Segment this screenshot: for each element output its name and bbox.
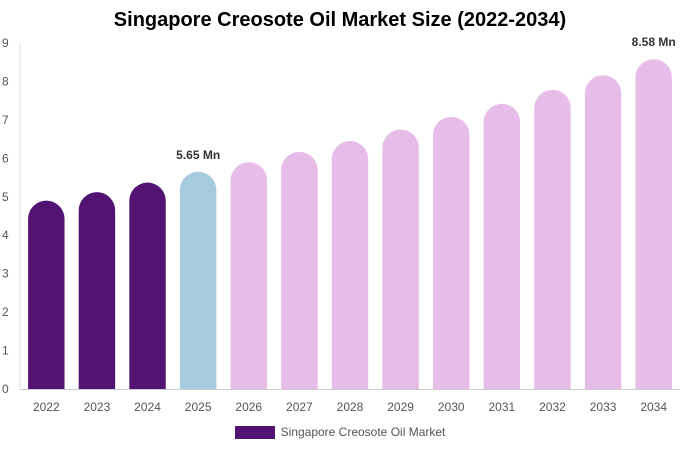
bar-2027[interactable] bbox=[281, 151, 318, 389]
y-tick-label: 5 bbox=[2, 190, 9, 204]
y-tick-label: 8 bbox=[2, 74, 9, 88]
legend: Singapore Creosote Oil Market bbox=[0, 425, 680, 439]
bar-2025[interactable] bbox=[179, 171, 217, 389]
bar-2033[interactable] bbox=[584, 75, 622, 389]
x-tick-label: 2026 bbox=[235, 400, 262, 414]
y-tick-label: 1 bbox=[2, 344, 9, 358]
bar-2024[interactable] bbox=[129, 182, 166, 389]
x-tick-label: 2034 bbox=[640, 400, 667, 414]
y-tick-label: 7 bbox=[2, 113, 9, 127]
bar-2028[interactable] bbox=[331, 141, 369, 389]
x-tick-label: 2025 bbox=[185, 400, 212, 414]
bar-2031[interactable] bbox=[483, 103, 521, 389]
x-tick-label: 2028 bbox=[337, 400, 364, 414]
bar-2034[interactable] bbox=[635, 59, 672, 390]
y-tick-label: 3 bbox=[2, 267, 9, 281]
y-tick-label: 6 bbox=[2, 151, 9, 165]
y-tick-label: 0 bbox=[2, 382, 9, 396]
bar-2029[interactable] bbox=[382, 129, 419, 389]
x-tick-label: 2030 bbox=[438, 400, 465, 414]
bar-2026[interactable] bbox=[230, 162, 267, 389]
y-tick-label: 4 bbox=[2, 228, 9, 242]
legend-label: Singapore Creosote Oil Market bbox=[280, 425, 446, 439]
bar-2022[interactable] bbox=[28, 200, 65, 389]
x-tick-label: 2023 bbox=[84, 400, 111, 414]
legend-swatch bbox=[234, 425, 275, 439]
data-label: 5.65 Mn bbox=[176, 148, 220, 162]
x-tick-label: 2033 bbox=[590, 400, 617, 414]
x-tick-label: 2024 bbox=[134, 400, 161, 414]
x-tick-label: 2029 bbox=[387, 400, 414, 414]
x-tick-label: 2027 bbox=[286, 400, 313, 414]
x-tick-label: 2031 bbox=[488, 400, 515, 414]
x-tick-label: 2032 bbox=[539, 400, 566, 414]
bar-2032[interactable] bbox=[534, 89, 571, 389]
data-label: 8.58 Mn bbox=[632, 35, 676, 49]
y-tick-label: 2 bbox=[2, 305, 9, 319]
y-tick-label: 9 bbox=[2, 36, 9, 50]
chart-title: Singapore Creosote Oil Market Size (2022… bbox=[113, 9, 567, 31]
bar-2023[interactable] bbox=[78, 192, 116, 389]
bar-2030[interactable] bbox=[433, 116, 470, 389]
x-tick-label: 2022 bbox=[33, 400, 60, 414]
